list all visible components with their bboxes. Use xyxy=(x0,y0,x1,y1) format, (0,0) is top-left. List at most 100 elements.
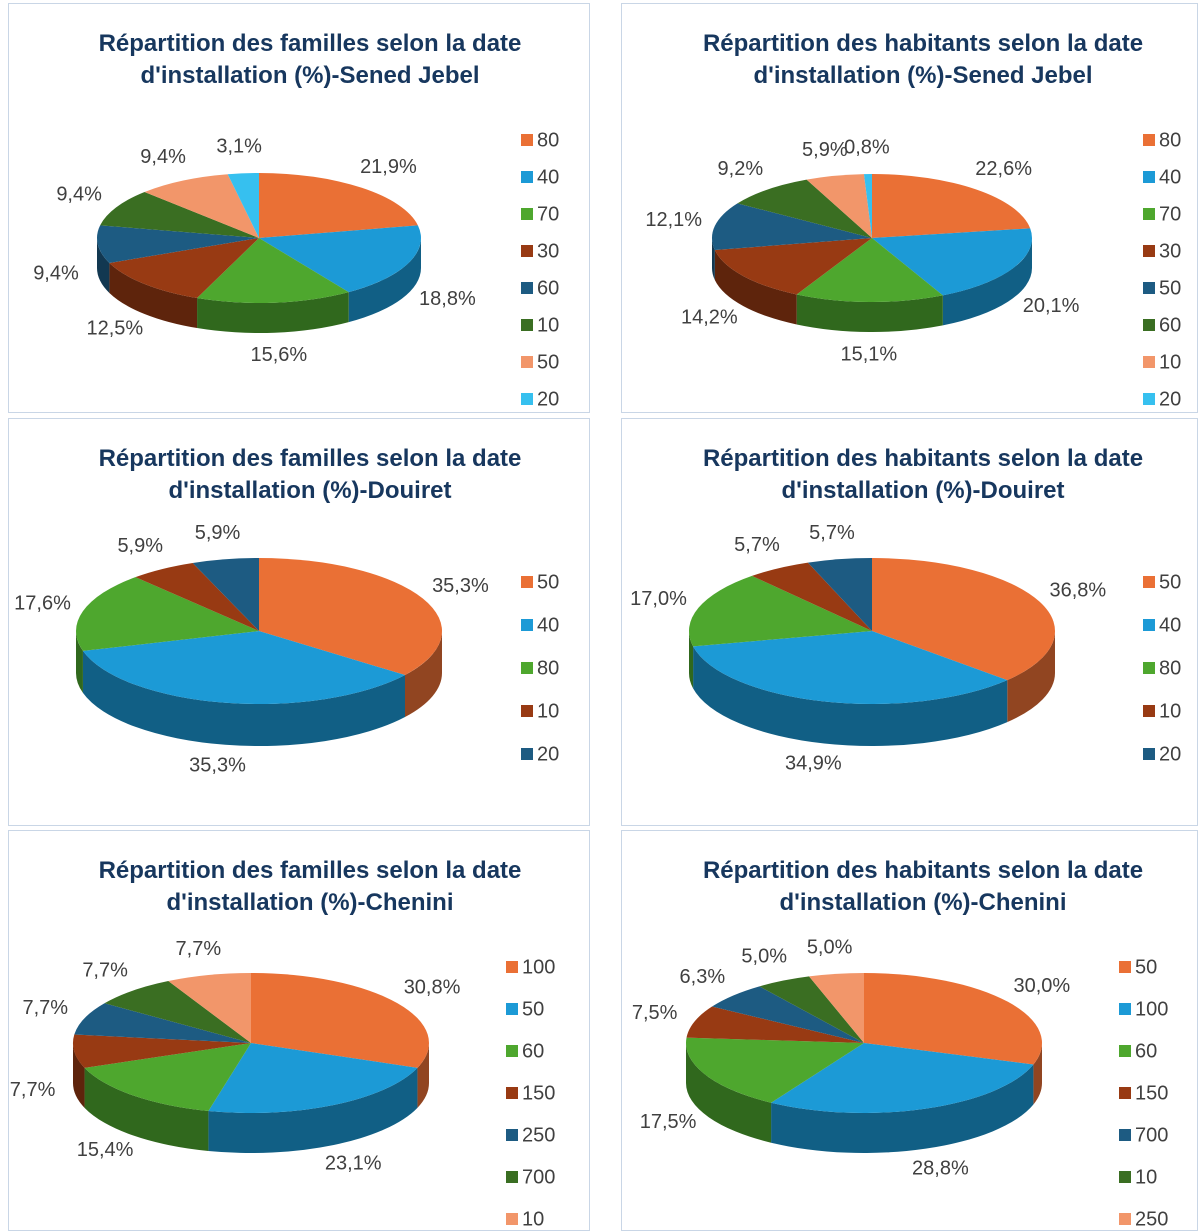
data-label: 5,7% xyxy=(809,522,855,544)
legend-swatch xyxy=(1119,1003,1131,1015)
legend-swatch xyxy=(1143,245,1155,257)
pie-slice xyxy=(227,173,259,238)
data-label: 17,0% xyxy=(630,588,687,610)
chart-panel: 30,0% 28,8% 17,5% 7,5% 6,3% 5,0% 5,0% 50 100 60 15… xyxy=(621,830,1198,1231)
legend-swatch xyxy=(521,662,533,674)
legend-label: 10 xyxy=(1159,700,1181,722)
legend-swatch xyxy=(1143,134,1155,146)
legend-swatch xyxy=(1119,1213,1131,1225)
slice-side xyxy=(84,1067,209,1151)
legend-swatch xyxy=(506,1213,518,1225)
data-label: 9,4% xyxy=(33,262,79,284)
legend-label: 80 xyxy=(1159,657,1181,679)
pie-slice xyxy=(751,562,872,631)
slice-side xyxy=(1007,631,1055,723)
data-label: 34,9% xyxy=(785,753,842,775)
legend-swatch xyxy=(1143,393,1155,405)
data-label: 9,4% xyxy=(56,183,102,205)
pie-slice xyxy=(806,174,872,238)
data-label: 20,1% xyxy=(1023,295,1080,317)
legend-label: 150 xyxy=(522,1082,555,1104)
chart-title: Répartition des familles selon la date d… xyxy=(98,30,522,89)
legend-swatch xyxy=(506,1003,518,1015)
legend-label: 50 xyxy=(537,351,559,373)
slice-side xyxy=(1033,1043,1042,1105)
slice-side xyxy=(404,631,442,718)
legend-label: 250 xyxy=(1135,1208,1168,1230)
pie-slice xyxy=(135,562,259,631)
legend-label: 30 xyxy=(537,240,559,262)
legend-swatch xyxy=(506,961,518,973)
data-label: 35,3% xyxy=(432,575,489,597)
pie-slice xyxy=(737,179,872,238)
data-label: 7,7% xyxy=(82,959,128,981)
legend-label: 50 xyxy=(1159,571,1181,593)
slice-side xyxy=(693,646,1008,746)
slice-side xyxy=(712,238,715,280)
pie-slice xyxy=(259,173,418,238)
legend-label: 20 xyxy=(537,388,559,410)
legend-swatch xyxy=(521,134,533,146)
pie-slice xyxy=(796,238,943,303)
legend-label: 40 xyxy=(1159,614,1181,636)
legend-swatch xyxy=(1119,1087,1131,1099)
data-label: 7,7% xyxy=(10,1079,56,1101)
pie-slice xyxy=(192,558,259,631)
pie-slice xyxy=(693,631,1008,704)
data-label: 5,9% xyxy=(195,522,241,544)
slice-side xyxy=(942,238,1032,326)
legend-label: 250 xyxy=(522,1124,555,1146)
data-label: 28,8% xyxy=(912,1157,969,1179)
pie-slice xyxy=(75,577,259,651)
legend-label: 60 xyxy=(1159,314,1181,336)
data-label: 9,2% xyxy=(718,158,764,180)
legend-swatch xyxy=(521,576,533,588)
chart-title: Répartition des familles selon la date d… xyxy=(98,445,522,504)
pie-slice xyxy=(863,174,872,238)
slice-side xyxy=(796,294,943,333)
pie-slice xyxy=(259,558,442,676)
legend-swatch xyxy=(1143,208,1155,220)
chart: 36,8% 34,9% 17,0% 5,7% 5,7% 50 40 80 10 20 xyxy=(630,522,1181,775)
legend-swatch xyxy=(1143,619,1155,631)
legend-label: 80 xyxy=(537,129,559,151)
legend-label: 60 xyxy=(1135,1040,1157,1062)
chart-title: Répartition des habitants selon la date … xyxy=(702,857,1144,916)
legend-label: 10 xyxy=(522,1208,544,1230)
legend-swatch xyxy=(521,356,533,368)
legend-swatch xyxy=(1143,171,1155,183)
legend-label: 60 xyxy=(537,277,559,299)
data-label: 14,2% xyxy=(681,307,738,329)
legend-label: 20 xyxy=(1159,743,1181,765)
data-label: 15,6% xyxy=(250,344,307,366)
legend-swatch xyxy=(506,1171,518,1183)
legend-swatch xyxy=(1143,319,1155,331)
chart: 22,6% 20,1% 15,1% 14,2% 12,1% 9,2% 5,9%0,8% 80 4… xyxy=(645,129,1181,410)
legend-swatch xyxy=(506,1129,518,1141)
data-label: 9,4% xyxy=(140,146,186,168)
pie-slice xyxy=(872,174,1031,238)
pie-slice xyxy=(74,1003,251,1043)
pie-slice xyxy=(73,1034,251,1068)
legend-swatch xyxy=(1143,282,1155,294)
legend-label: 40 xyxy=(1159,166,1181,188)
pie-slice xyxy=(807,558,872,631)
legend-swatch xyxy=(1119,1129,1131,1141)
pie-slice xyxy=(259,225,421,293)
legend-label: 30 xyxy=(1159,240,1181,262)
legend-swatch xyxy=(1143,705,1155,717)
pie-slice xyxy=(97,225,260,263)
legend-swatch xyxy=(521,282,533,294)
data-label: 5,0% xyxy=(741,946,787,968)
data-label: 7,7% xyxy=(22,997,68,1019)
legend-swatch xyxy=(521,705,533,717)
pie-slice xyxy=(872,228,1032,296)
legend-label: 50 xyxy=(1159,277,1181,299)
legend-label: 50 xyxy=(537,571,559,593)
pie-slice xyxy=(109,238,260,299)
chart: 30,0% 28,8% 17,5% 7,5%6,3% 5,0% 5,0% 50 100 60 15… xyxy=(632,936,1169,1230)
data-label: 6,3% xyxy=(680,966,726,988)
legend-swatch xyxy=(1119,1171,1131,1183)
legend-swatch xyxy=(506,1087,518,1099)
